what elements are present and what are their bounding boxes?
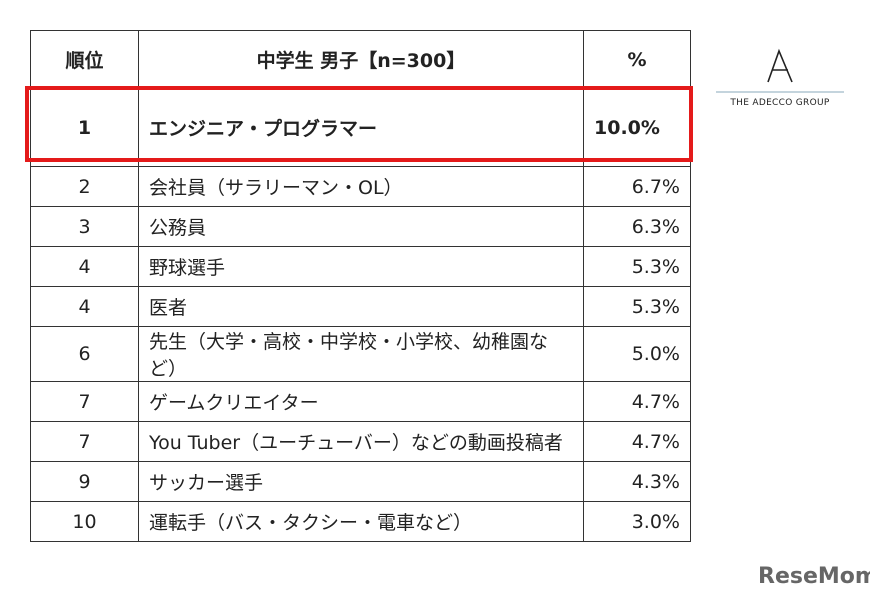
table-cell: 先生（大学・高校・中学校・小学校、幼稚園など） xyxy=(138,326,584,382)
logo-mark xyxy=(716,48,844,93)
table-cell: 4.7% xyxy=(583,421,691,462)
table-row: 順位 中学生 男子【n=300】% xyxy=(30,30,691,89)
table-cell: 5.3% xyxy=(583,286,691,327)
table-cell: 公務員 xyxy=(138,206,584,247)
table-row: 9 サッカー選手 4.3% xyxy=(30,461,691,502)
watermark: ReseMom xyxy=(758,564,870,589)
table-row: 2 会社員（サラリーマン・OL） 6.7% xyxy=(30,166,691,207)
table-cell: 6 xyxy=(30,326,139,382)
table-row: 10 運転手（バス・タクシー・電車など） 3.0% xyxy=(30,501,691,542)
table-cell: 10 xyxy=(30,501,139,542)
table-cell: 5.0% xyxy=(583,326,691,382)
table-cell: 順位 xyxy=(30,30,139,89)
table-row: 7 You Tuber（ユーチューバー）などの動画投稿者 4.7% xyxy=(30,421,691,462)
table-cell: 3.0% xyxy=(583,501,691,542)
table-cell: 中学生 男子【n=300】 xyxy=(138,30,584,89)
table-cell: % xyxy=(583,30,691,89)
table-cell: 2 xyxy=(30,166,139,207)
table-cell: 4.3% xyxy=(583,461,691,502)
table-cell: You Tuber（ユーチューバー）などの動画投稿者 xyxy=(138,421,584,462)
table-cell: 4.7% xyxy=(583,381,691,422)
table-cell: ゲームクリエイター xyxy=(138,381,584,422)
table-row: 4 野球選手 5.3% xyxy=(30,246,691,287)
table-cell: 6.3% xyxy=(583,206,691,247)
table-cell: 4 xyxy=(30,246,139,287)
table-cell: 運転手（バス・タクシー・電車など） xyxy=(138,501,584,542)
table-row: 7 ゲームクリエイター 4.7% xyxy=(30,381,691,422)
table-cell: 3 xyxy=(30,206,139,247)
table-row: 4 医者 5.3% xyxy=(30,286,691,327)
table-cell: 7 xyxy=(30,381,139,422)
table-row: 1 エンジニア・プログラマー 10.0% xyxy=(30,88,691,167)
table-cell: サッカー選手 xyxy=(138,461,584,502)
ranking-table: 順位 中学生 男子【n=300】% 1 エンジニア・プログラマー 10.0% 2 会社員（サ… xyxy=(30,30,691,542)
highlight-box xyxy=(25,86,693,162)
table-cell: 6.7% xyxy=(583,166,691,207)
logo-text: THE ADECCO GROUP xyxy=(730,98,830,108)
table-cell: 7 xyxy=(30,421,139,462)
table-cell: 野球選手 xyxy=(138,246,584,287)
table-cell: エンジニア・プログラマー xyxy=(138,88,584,167)
table-cell: 9 xyxy=(30,461,139,502)
table-cell: 4 xyxy=(30,286,139,327)
table-row: 6 先生（大学・高校・中学校・小学校、幼稚園など） 5.0% xyxy=(30,326,691,382)
table-cell: 会社員（サラリーマン・OL） xyxy=(138,166,584,207)
table-cell: 5.3% xyxy=(583,246,691,287)
table-cell: 医者 xyxy=(138,286,584,327)
table-row: 3 公務員 6.3% xyxy=(30,206,691,247)
